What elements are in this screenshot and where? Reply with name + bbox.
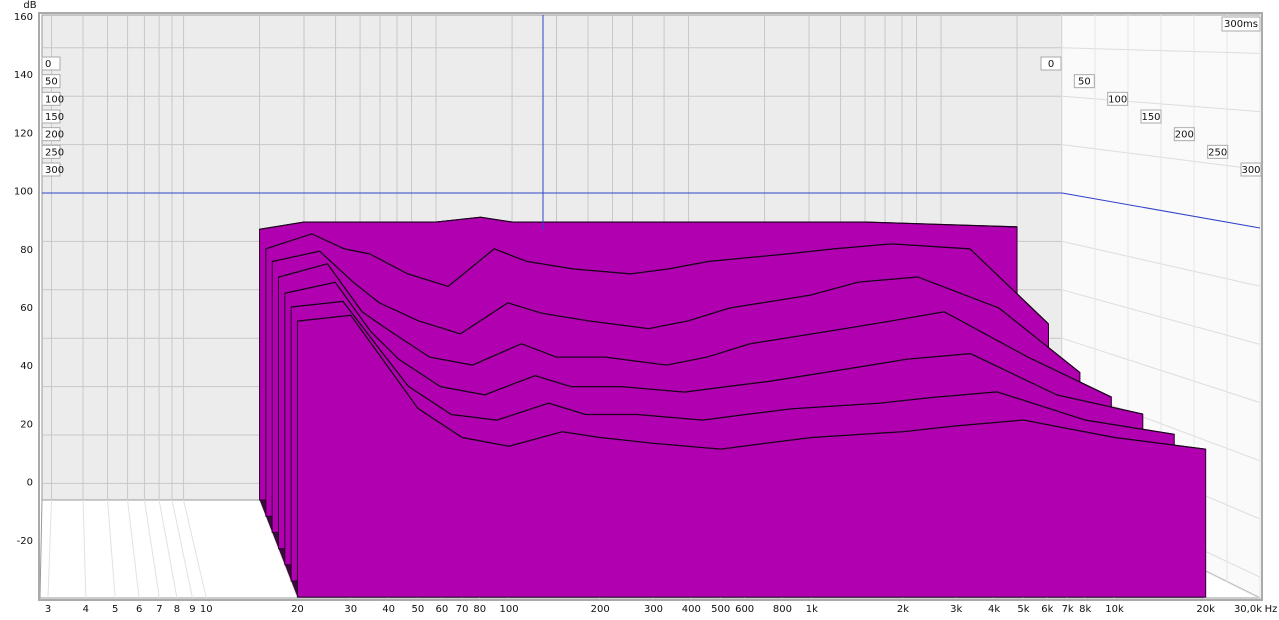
x-tick-label: 7k — [1062, 604, 1074, 615]
x-tick-label: 30 — [344, 604, 357, 615]
time-tick-label: 250 — [1208, 147, 1227, 158]
x-tick-label: 800 — [773, 604, 792, 615]
time-tick-box — [41, 127, 61, 142]
x-tick-label: 20 — [291, 604, 304, 615]
time-tick-box — [41, 91, 61, 106]
frame — [38, 12, 1263, 601]
floor-grid-line — [183, 499, 207, 599]
x-tick-label: 4 — [83, 604, 89, 615]
x-tick-label: 7 — [156, 604, 162, 615]
y-tick-label: -20 — [17, 536, 33, 547]
time-end-label: 300ms — [1224, 19, 1258, 30]
y-tick-label: 80 — [20, 245, 33, 256]
time-tick-label: 100 — [1108, 94, 1127, 105]
time-tick-box — [41, 56, 61, 71]
x-tick-label: 6 — [136, 604, 142, 615]
slice-line — [272, 250, 1081, 374]
x-tick-label: 60 — [436, 604, 449, 615]
floor-grid-line — [143, 499, 160, 599]
y-tick-label: 120 — [14, 128, 33, 139]
slices — [259, 216, 1207, 598]
x-tick-label: 10 — [200, 604, 213, 615]
time-tick-box — [41, 74, 61, 89]
time-tick-label: 250 — [45, 147, 64, 158]
x-tick-label: 1k — [806, 604, 818, 615]
time-tick-label: 200 — [1175, 130, 1194, 141]
time-tick-label: 0 — [1048, 59, 1054, 70]
y-tick-label: 60 — [20, 303, 33, 314]
x-tick-label: 10k — [1105, 604, 1124, 615]
y-tick-label: 160 — [14, 12, 33, 23]
x-tick-label: 300 — [644, 604, 663, 615]
x-axis-label: Hz — [1265, 604, 1278, 615]
x-tick-label: 200 — [591, 604, 610, 615]
x-tick-label: 40 — [382, 604, 395, 615]
slice-line — [278, 263, 1112, 398]
x-tick-label: 8 — [174, 604, 180, 615]
x-tick-label: 600 — [735, 604, 754, 615]
time-tick-box — [41, 162, 61, 177]
x-tick-label: 2k — [897, 604, 909, 615]
floor-grid-line — [47, 499, 53, 599]
x-tick-label: 50 — [412, 604, 425, 615]
slice-line — [259, 216, 1018, 230]
floor-grid-line — [82, 499, 87, 599]
slice-line — [297, 314, 1206, 450]
time-tick-box — [1173, 127, 1195, 142]
x-tick-label: 20k — [1196, 604, 1215, 615]
slice-line — [284, 281, 1143, 415]
time-tick-label: 100 — [45, 94, 64, 105]
floor-grid-line — [127, 499, 140, 599]
y-tick-label: 140 — [14, 70, 33, 81]
x-tick-label: 9 — [189, 604, 195, 615]
time-end-box — [1221, 16, 1261, 32]
slice-line — [265, 233, 1049, 325]
cursor-wall — [1061, 192, 1261, 229]
x-tick-label: 30,0k — [1234, 604, 1262, 615]
time-tick-label: 150 — [1141, 112, 1160, 123]
y-tick-label: 0 — [27, 478, 33, 489]
x-tick-label: 70 — [456, 604, 469, 615]
x-tick-label: 3 — [45, 604, 51, 615]
time-tick-box — [1073, 74, 1095, 89]
time-tick-label: 0 — [45, 59, 51, 70]
x-tick-label: 8k — [1079, 604, 1091, 615]
y-tick-label: 100 — [14, 187, 33, 198]
time-tick-box — [1107, 91, 1129, 106]
time-tick-label: 300 — [45, 165, 64, 176]
floor-grid-line — [171, 499, 193, 599]
time-tick-box — [41, 109, 61, 124]
x-tick-label: 400 — [682, 604, 701, 615]
time-tick-box — [41, 144, 61, 159]
time-tick-box — [1140, 109, 1162, 124]
time-tick-label: 50 — [1078, 77, 1091, 88]
floor-grid-line — [158, 499, 178, 599]
slice-line — [291, 300, 1175, 435]
x-tick-label: 80 — [473, 604, 486, 615]
time-tick-label: 300 — [1241, 165, 1260, 176]
floor-grid-line — [107, 499, 116, 599]
time-tick-box — [1240, 162, 1262, 177]
y-tick-label: 40 — [20, 361, 33, 372]
x-tick-label: 500 — [711, 604, 730, 615]
time-tick-label: 200 — [45, 130, 64, 141]
time-tick-label: 150 — [45, 112, 64, 123]
time-tick-label: 50 — [45, 77, 58, 88]
x-tick-label: 6k — [1041, 604, 1053, 615]
x-tick-label: 100 — [500, 604, 519, 615]
time-tick-box — [1040, 56, 1062, 71]
time-tick-box — [1207, 144, 1229, 159]
x-tick-label: 5 — [112, 604, 118, 615]
y-tick-label: 20 — [20, 419, 33, 430]
x-tick-label: 4k — [988, 604, 1000, 615]
y-axis-label: dB — [23, 0, 36, 11]
x-tick-label: 3k — [950, 604, 962, 615]
x-tick-label: 5k — [1017, 604, 1029, 615]
